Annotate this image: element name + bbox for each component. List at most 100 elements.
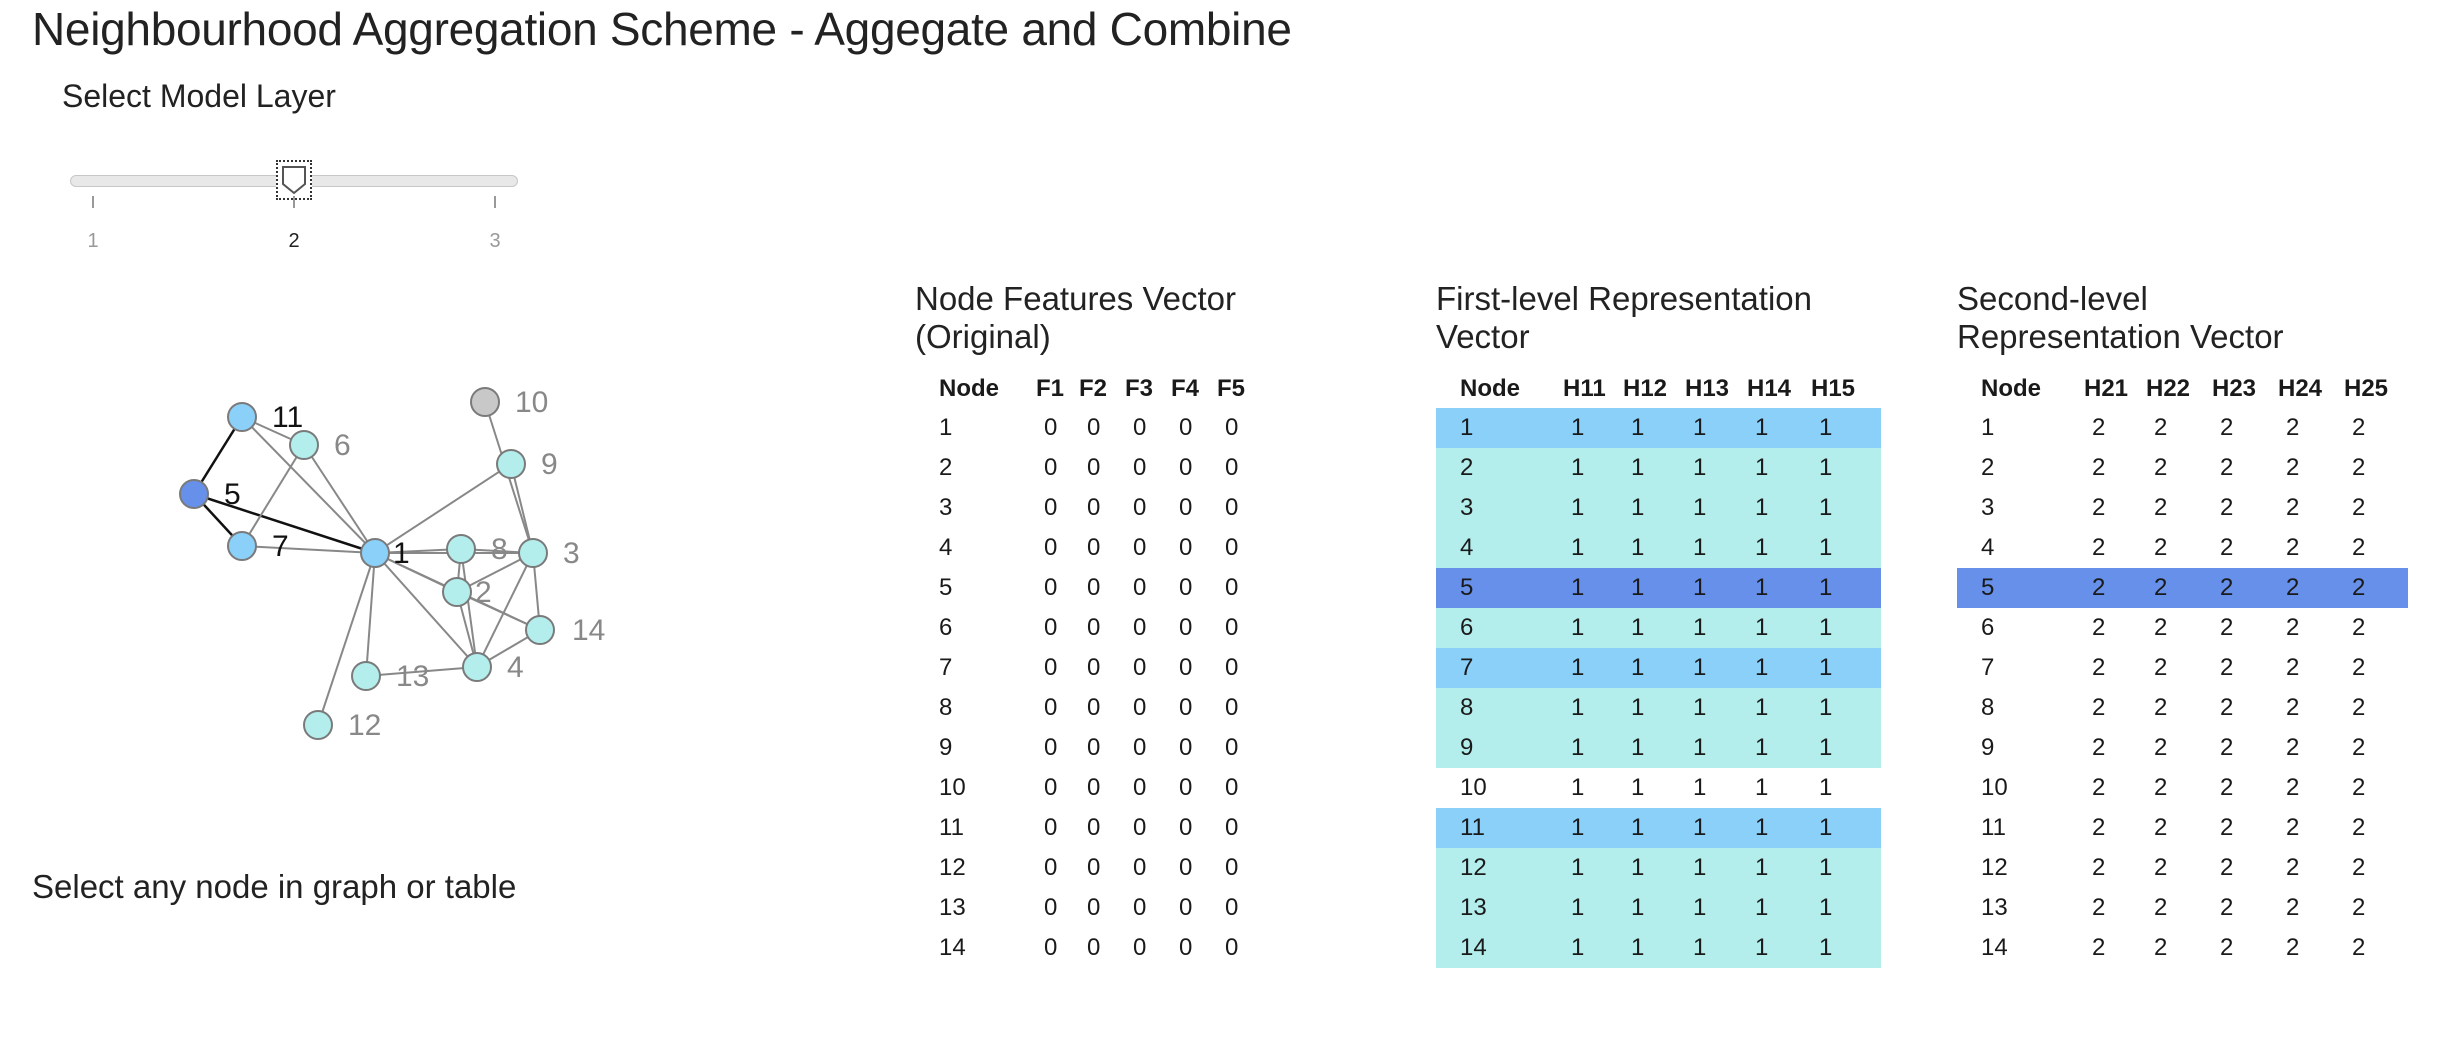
table-row[interactable]: 7 0 0 0 0 0 [915, 648, 1263, 688]
table-row[interactable]: 13 1 1 1 1 1 [1436, 888, 1881, 928]
table-row[interactable]: 13 0 0 0 0 0 [915, 888, 1263, 928]
table-row[interactable]: 14 0 0 0 0 0 [915, 928, 1263, 968]
graph-node-circle[interactable] [227, 402, 257, 432]
table-row[interactable]: 8 0 0 0 0 0 [915, 688, 1263, 728]
node-id-cell: 2 [939, 454, 953, 481]
graph-node-7[interactable]: 7 [227, 530, 289, 563]
node-id-cell: 4 [1436, 528, 1563, 568]
table-row[interactable]: 9 0 0 0 0 0 [915, 728, 1263, 768]
feature-cell: 2 [2092, 934, 2106, 961]
feature-cell: 1 [1811, 888, 1881, 928]
node-id-cell: 1 [1436, 408, 1563, 448]
graph-node-9[interactable]: 9 [496, 448, 558, 481]
graph-edge [374, 463, 512, 554]
graph-node-4[interactable]: 4 [462, 651, 524, 684]
slider-tick-label-1[interactable]: 1 [87, 230, 99, 252]
table-row[interactable]: 13 2 2 2 2 2 [1957, 888, 2408, 928]
graph-edge [365, 666, 478, 677]
feature-cell: 0 [1225, 894, 1239, 921]
graph-node-circle[interactable] [525, 615, 555, 645]
table-row[interactable]: 10 0 0 0 0 0 [915, 768, 1263, 808]
table-row[interactable]: 10 2 2 2 2 2 [1957, 768, 2408, 808]
table-row[interactable]: 14 1 1 1 1 1 [1436, 928, 1881, 968]
graph-node-14[interactable]: 14 [525, 614, 605, 647]
table-row[interactable]: 5 0 0 0 0 0 [915, 568, 1263, 608]
table-row[interactable]: 11 1 1 1 1 1 [1436, 808, 1881, 848]
table-row[interactable]: 7 2 2 2 2 2 [1957, 648, 2408, 688]
table-row[interactable]: 2 0 0 0 0 0 [915, 448, 1263, 488]
graph-node-circle[interactable] [518, 538, 548, 568]
graph-node-circle[interactable] [179, 479, 209, 509]
table-row[interactable]: 11 0 0 0 0 0 [915, 808, 1263, 848]
node-id-cell: 12 [1981, 854, 2008, 881]
table-row[interactable]: 12 2 2 2 2 2 [1957, 848, 2408, 888]
graph-node-label: 5 [224, 478, 241, 511]
feature-cell: 0 [1133, 454, 1147, 481]
graph-node-circle[interactable] [289, 430, 319, 460]
graph-node-circle[interactable] [227, 531, 257, 561]
feature-cell: 2 [2220, 534, 2234, 561]
hint-text: Select any node in graph or table [32, 868, 517, 905]
feature-cell: 2 [2154, 934, 2168, 961]
table-row[interactable]: 1 2 2 2 2 2 [1957, 408, 2408, 448]
feature-cell: 1 [1685, 808, 1747, 848]
feature-cell: 1 [1623, 648, 1685, 688]
table-row[interactable]: 4 0 0 0 0 0 [915, 528, 1263, 568]
slider-tick-label-3[interactable]: 3 [489, 230, 501, 252]
graph-edge [192, 416, 244, 495]
second-level-heading: Second-level Representation Vector [1957, 280, 2284, 355]
graph-node-11[interactable]: 11 [227, 401, 303, 434]
graph-node-circle[interactable] [360, 538, 390, 568]
graph-node-12[interactable]: 12 [303, 709, 381, 742]
graph-node-10[interactable]: 10 [470, 386, 548, 419]
graph-node-circle[interactable] [470, 387, 500, 417]
graph-node-8[interactable]: 8 [446, 533, 508, 566]
slider-thumb[interactable] [276, 160, 312, 200]
feature-cell: 1 [1811, 528, 1881, 568]
graph-node-3[interactable]: 3 [518, 537, 580, 570]
table-row[interactable]: 10 1 1 1 1 1 [1436, 768, 1881, 808]
graph-node-circle[interactable] [446, 534, 476, 564]
table-row[interactable]: 8 2 2 2 2 2 [1957, 688, 2408, 728]
graph-node-1[interactable]: 1 [360, 537, 410, 570]
graph-node-circle[interactable] [442, 577, 472, 607]
feature-cell: 0 [1133, 934, 1147, 961]
model-layer-slider[interactable]: 1 2 3 [66, 160, 526, 260]
graph-node-circle[interactable] [303, 710, 333, 740]
table-row[interactable]: 3 0 0 0 0 0 [915, 488, 1263, 528]
table-row[interactable]: 11 2 2 2 2 2 [1957, 808, 2408, 848]
graph-node-2[interactable]: 2 [442, 576, 492, 609]
table-row[interactable]: 6 0 0 0 0 0 [915, 608, 1263, 648]
feature-cell: 1 [1747, 808, 1811, 848]
graph-node-label: 7 [272, 530, 289, 563]
graph-node-circle[interactable] [462, 652, 492, 682]
table-row[interactable]: 1 0 0 0 0 0 [915, 408, 1263, 448]
table-row[interactable]: 4 2 2 2 2 2 [1957, 528, 2408, 568]
table-row[interactable]: 6 2 2 2 2 2 [1957, 608, 2408, 648]
slider-tick-label-2[interactable]: 2 [288, 230, 300, 252]
table-row[interactable]: 3 2 2 2 2 2 [1957, 488, 2408, 528]
graph-node-6[interactable]: 6 [289, 429, 351, 462]
graph-node-13[interactable]: 13 [351, 660, 429, 693]
graph-node-5[interactable]: 5 [179, 478, 241, 511]
table-row[interactable]: 2 2 2 2 2 2 [1957, 448, 2408, 488]
table-row[interactable]: 9 2 2 2 2 2 [1957, 728, 2408, 768]
table-row[interactable]: 14 2 2 2 2 2 [1957, 928, 2408, 968]
table-row[interactable]: 12 0 0 0 0 0 [915, 848, 1263, 888]
first-level-panel: First-level Representation Vector Node H1… [1436, 280, 1881, 968]
table-row[interactable]: 12 1 1 1 1 1 [1436, 848, 1881, 888]
graph-node-circle[interactable] [496, 449, 526, 479]
graph-node-circle[interactable] [351, 661, 381, 691]
feature-cell: 0 [1133, 654, 1147, 681]
